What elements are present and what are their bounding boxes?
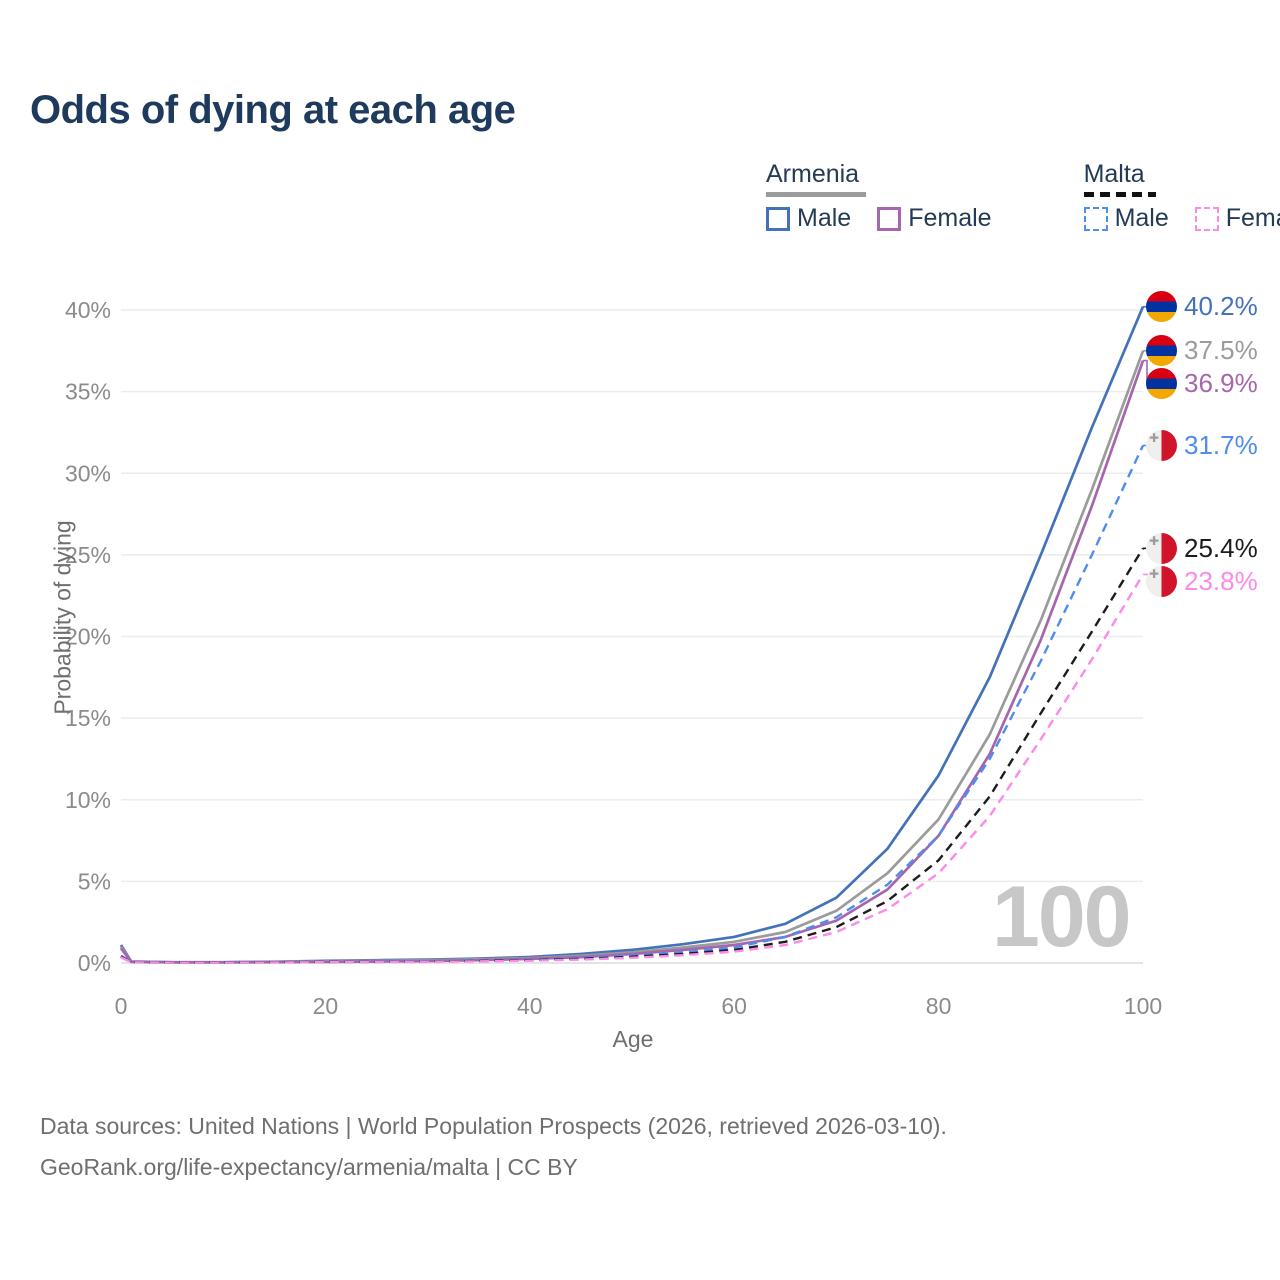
legend-item-label: Female (908, 204, 992, 232)
series-line-armenia-male[interactable] (119, 306, 1145, 964)
end-label-malta-all: ✚ 25.4% (1146, 532, 1258, 564)
x-tick-label-0: 0 (115, 993, 128, 1019)
series-line-armenia-female[interactable] (119, 360, 1145, 964)
x-tick-label-40: 40 (517, 993, 543, 1019)
y-tick-label-35: 35% (65, 379, 111, 405)
malta-female-swatch (1194, 206, 1219, 231)
x-tick-label-100: 100 (1124, 993, 1162, 1019)
footer-sources: Data sources: United Nations | World Pop… (40, 1113, 947, 1139)
end-value-label: 31.7% (1184, 429, 1258, 460)
y-tick-label-30: 30% (65, 460, 111, 486)
george-cross-icon: ✚ (1149, 533, 1160, 548)
x-tick-label-60: 60 (721, 993, 747, 1019)
y-tick-label-20: 20% (65, 624, 111, 650)
legend-country-malta[interactable]: Malta (1083, 160, 1145, 188)
y-tick-label-0: 0% (78, 950, 111, 976)
malta-flag-icon: ✚ (1146, 429, 1177, 461)
armenia-male-swatch (766, 206, 790, 231)
end-value-label: 36.9% (1184, 368, 1258, 399)
armenia-line-sample (766, 192, 866, 197)
malta-male-swatch (1083, 206, 1108, 231)
series-line-armenia-all[interactable] (119, 350, 1145, 964)
footer: Data sources: United Nations | World Pop… (40, 1106, 947, 1188)
end-label-armenia-male: 40.2% (1146, 291, 1258, 323)
malta-flag-icon: ✚ (1146, 565, 1177, 597)
george-cross-icon: ✚ (1149, 430, 1160, 445)
legend-country-armenia[interactable]: Armenia (766, 160, 860, 188)
y-tick-label-5: 5% (78, 868, 111, 894)
end-label-armenia-all: 37.5% (1146, 335, 1258, 367)
y-tick-label-15: 15% (65, 705, 111, 731)
armenia-flag-icon (1146, 291, 1177, 323)
george-cross-icon: ✚ (1149, 566, 1160, 581)
legend-item-armenia-male[interactable]: Male (766, 204, 851, 233)
end-value-label: 25.4% (1184, 532, 1258, 563)
legend-group-malta: Malta Male Female (1083, 160, 1280, 233)
legend-item-malta-female[interactable]: Female (1194, 204, 1280, 233)
legend-item-malta-male[interactable]: Male (1083, 204, 1169, 233)
legend-item-label: Male (1114, 204, 1169, 232)
malta-flag-icon: ✚ (1146, 532, 1177, 564)
end-value-label: 40.2% (1184, 291, 1258, 322)
end-value-label: 23.8% (1184, 565, 1258, 596)
malta-line-sample (1083, 192, 1156, 197)
series-line-malta-male[interactable] (120, 444, 1145, 964)
x-axis-title: Age (612, 1026, 654, 1052)
armenia-flag-icon (1146, 335, 1177, 367)
series-line-malta-female[interactable] (120, 573, 1145, 964)
y-tick-label-10: 10% (65, 787, 111, 813)
legend: Armenia Male Female Malta Male Female (766, 160, 1280, 233)
legend-item-label: Male (797, 204, 852, 232)
x-tick-label-20: 20 (313, 993, 339, 1019)
armenia-flag-icon (1146, 368, 1177, 400)
legend-group-armenia: Armenia Male Female (766, 160, 992, 233)
end-label-malta-male: ✚ 31.7% (1146, 429, 1258, 461)
end-label-malta-female: ✚ 23.8% (1146, 565, 1258, 597)
hover-age-indicator: 100 (992, 869, 1131, 965)
y-tick-label-25: 25% (65, 542, 111, 568)
footer-attribution[interactable]: GeoRank.org/life-expectancy/armenia/malt… (40, 1154, 578, 1180)
legend-item-armenia-female[interactable]: Female (877, 204, 992, 233)
page-title: Odds of dying at each age (30, 88, 516, 132)
legend-item-label: Female (1225, 204, 1280, 232)
y-tick-label-40: 40% (65, 297, 111, 323)
y-axis-title: Probability of dying (49, 520, 76, 715)
x-tick-label-80: 80 (926, 993, 952, 1019)
end-label-armenia-female: 36.9% (1146, 368, 1258, 400)
armenia-female-swatch (877, 206, 902, 231)
end-value-label: 37.5% (1184, 335, 1258, 366)
